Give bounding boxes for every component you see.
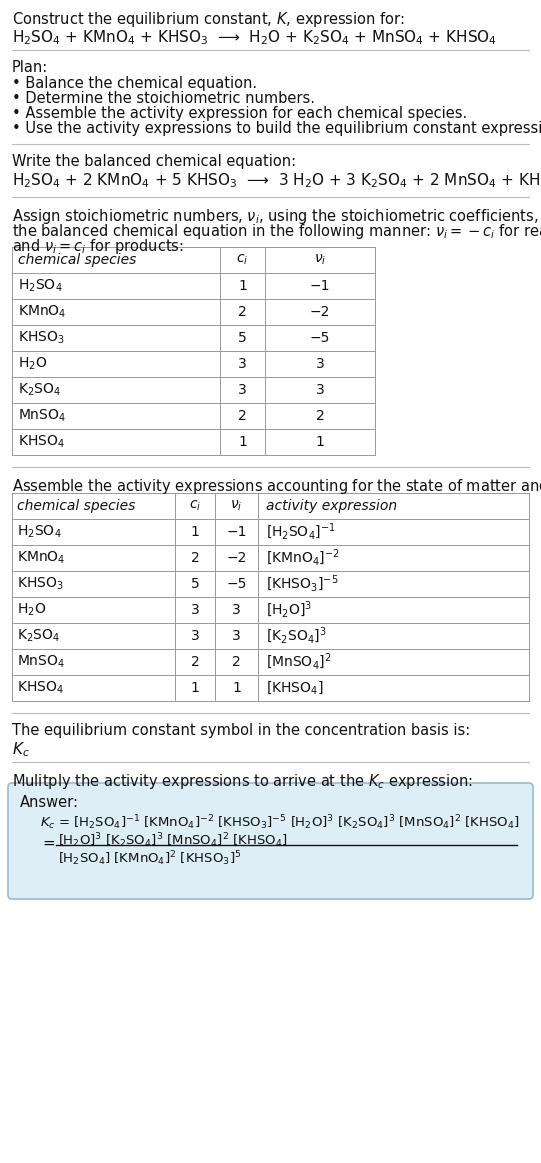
Text: 3: 3: [232, 629, 241, 643]
Text: [K$_2$SO$_4$]$^3$: [K$_2$SO$_4$]$^3$: [266, 626, 327, 647]
Text: H$_2$SO$_4$: H$_2$SO$_4$: [17, 523, 62, 540]
Text: K$_2$SO$_4$: K$_2$SO$_4$: [17, 628, 60, 644]
Text: the balanced chemical equation in the following manner: $\nu_i = -c_i$ for react: the balanced chemical equation in the fo…: [12, 222, 541, 241]
Text: 1: 1: [238, 435, 247, 449]
Text: KHSO$_4$: KHSO$_4$: [18, 434, 65, 450]
Text: Write the balanced chemical equation:: Write the balanced chemical equation:: [12, 154, 296, 169]
Text: 2: 2: [315, 409, 325, 423]
Text: 3: 3: [232, 602, 241, 618]
Text: [KHSO$_4$]: [KHSO$_4$]: [266, 679, 324, 697]
Text: 2: 2: [190, 655, 200, 669]
Text: 3: 3: [315, 357, 325, 371]
Text: [KHSO$_3$]$^{-5}$: [KHSO$_3$]$^{-5}$: [266, 573, 339, 594]
Text: MnSO$_4$: MnSO$_4$: [18, 408, 66, 424]
FancyBboxPatch shape: [8, 783, 533, 899]
Text: $\nu_i$: $\nu_i$: [314, 252, 326, 267]
Text: 1: 1: [190, 682, 200, 695]
Text: chemical species: chemical species: [17, 499, 135, 513]
Text: activity expression: activity expression: [266, 499, 397, 513]
Text: 1: 1: [315, 435, 325, 449]
Text: 1: 1: [232, 682, 241, 695]
Text: [H$_2$SO$_4$]$^{-1}$: [H$_2$SO$_4$]$^{-1}$: [266, 522, 335, 542]
Text: H$_2$O: H$_2$O: [17, 601, 47, 619]
Text: 1: 1: [190, 525, 200, 538]
Text: =: =: [42, 835, 55, 850]
Text: The equilibrium constant symbol in the concentration basis is:: The equilibrium constant symbol in the c…: [12, 723, 470, 739]
Text: • Balance the chemical equation.: • Balance the chemical equation.: [12, 76, 257, 91]
Text: Construct the equilibrium constant, $K$, expression for:: Construct the equilibrium constant, $K$,…: [12, 10, 405, 29]
Text: KHSO$_3$: KHSO$_3$: [17, 576, 64, 592]
Text: 3: 3: [190, 629, 200, 643]
Text: $K_c$ = [H$_2$SO$_4$]$^{-1}$ [KMnO$_4$]$^{-2}$ [KHSO$_3$]$^{-5}$ [H$_2$O]$^3$ [K: $K_c$ = [H$_2$SO$_4$]$^{-1}$ [KMnO$_4$]$…: [40, 813, 520, 832]
Text: • Determine the stoichiometric numbers.: • Determine the stoichiometric numbers.: [12, 91, 315, 106]
Text: K$_2$SO$_4$: K$_2$SO$_4$: [18, 381, 61, 398]
Text: KHSO$_4$: KHSO$_4$: [17, 680, 64, 697]
Text: 3: 3: [190, 602, 200, 618]
Text: 2: 2: [238, 409, 247, 423]
Text: chemical species: chemical species: [18, 254, 136, 267]
Text: $K_c$: $K_c$: [12, 740, 30, 758]
Text: 3: 3: [315, 383, 325, 397]
Text: and $\nu_i = c_i$ for products:: and $\nu_i = c_i$ for products:: [12, 237, 184, 256]
Text: • Assemble the activity expression for each chemical species.: • Assemble the activity expression for e…: [12, 106, 467, 121]
Text: Assemble the activity expressions accounting for the state of matter and $\nu_i$: Assemble the activity expressions accoun…: [12, 477, 541, 495]
Text: H$_2$O: H$_2$O: [18, 356, 47, 372]
Text: H$_2$SO$_4$ + 2 KMnO$_4$ + 5 KHSO$_3$  ⟶  3 H$_2$O + 3 K$_2$SO$_4$ + 2 MnSO$_4$ : H$_2$SO$_4$ + 2 KMnO$_4$ + 5 KHSO$_3$ ⟶ …: [12, 171, 541, 190]
Text: [H$_2$SO$_4$] [KMnO$_4$]$^2$ [KHSO$_3$]$^5$: [H$_2$SO$_4$] [KMnO$_4$]$^2$ [KHSO$_3$]$…: [58, 849, 241, 868]
Text: −1: −1: [226, 525, 247, 538]
Text: Assign stoichiometric numbers, $\nu_i$, using the stoichiometric coefficients, $: Assign stoichiometric numbers, $\nu_i$, …: [12, 207, 541, 226]
Text: −2: −2: [226, 551, 247, 565]
Text: −1: −1: [310, 279, 330, 293]
Text: H$_2$SO$_4$: H$_2$SO$_4$: [18, 278, 63, 294]
Text: KMnO$_4$: KMnO$_4$: [18, 304, 67, 320]
Text: −5: −5: [310, 331, 330, 345]
Text: 2: 2: [232, 655, 241, 669]
Text: H$_2$SO$_4$ + KMnO$_4$ + KHSO$_3$  ⟶  H$_2$O + K$_2$SO$_4$ + MnSO$_4$ + KHSO$_4$: H$_2$SO$_4$ + KMnO$_4$ + KHSO$_3$ ⟶ H$_2…: [12, 28, 497, 47]
Text: $\nu_i$: $\nu_i$: [230, 499, 243, 513]
Text: • Use the activity expressions to build the equilibrium constant expression.: • Use the activity expressions to build …: [12, 121, 541, 136]
Text: [KMnO$_4$]$^{-2}$: [KMnO$_4$]$^{-2}$: [266, 548, 340, 569]
Text: Plan:: Plan:: [12, 60, 48, 74]
Text: MnSO$_4$: MnSO$_4$: [17, 654, 65, 670]
Text: KMnO$_4$: KMnO$_4$: [17, 550, 65, 566]
Text: Answer:: Answer:: [20, 795, 79, 809]
Text: 5: 5: [238, 331, 247, 345]
Text: 3: 3: [238, 383, 247, 397]
Text: 2: 2: [238, 305, 247, 319]
Text: 5: 5: [190, 577, 200, 591]
Text: [MnSO$_4$]$^2$: [MnSO$_4$]$^2$: [266, 651, 332, 672]
Text: −2: −2: [310, 305, 330, 319]
Text: 3: 3: [238, 357, 247, 371]
Text: Mulitply the activity expressions to arrive at the $K_c$ expression:: Mulitply the activity expressions to arr…: [12, 772, 473, 791]
Text: $c_i$: $c_i$: [236, 252, 249, 267]
Text: [H$_2$O]$^3$: [H$_2$O]$^3$: [266, 600, 312, 620]
Text: [H$_2$O]$^3$ [K$_2$SO$_4$]$^3$ [MnSO$_4$]$^2$ [KHSO$_4$]: [H$_2$O]$^3$ [K$_2$SO$_4$]$^3$ [MnSO$_4$…: [58, 832, 288, 850]
Text: 1: 1: [238, 279, 247, 293]
Text: KHSO$_3$: KHSO$_3$: [18, 330, 65, 347]
Text: 2: 2: [190, 551, 200, 565]
Text: −5: −5: [226, 577, 247, 591]
Text: $c_i$: $c_i$: [189, 499, 201, 513]
